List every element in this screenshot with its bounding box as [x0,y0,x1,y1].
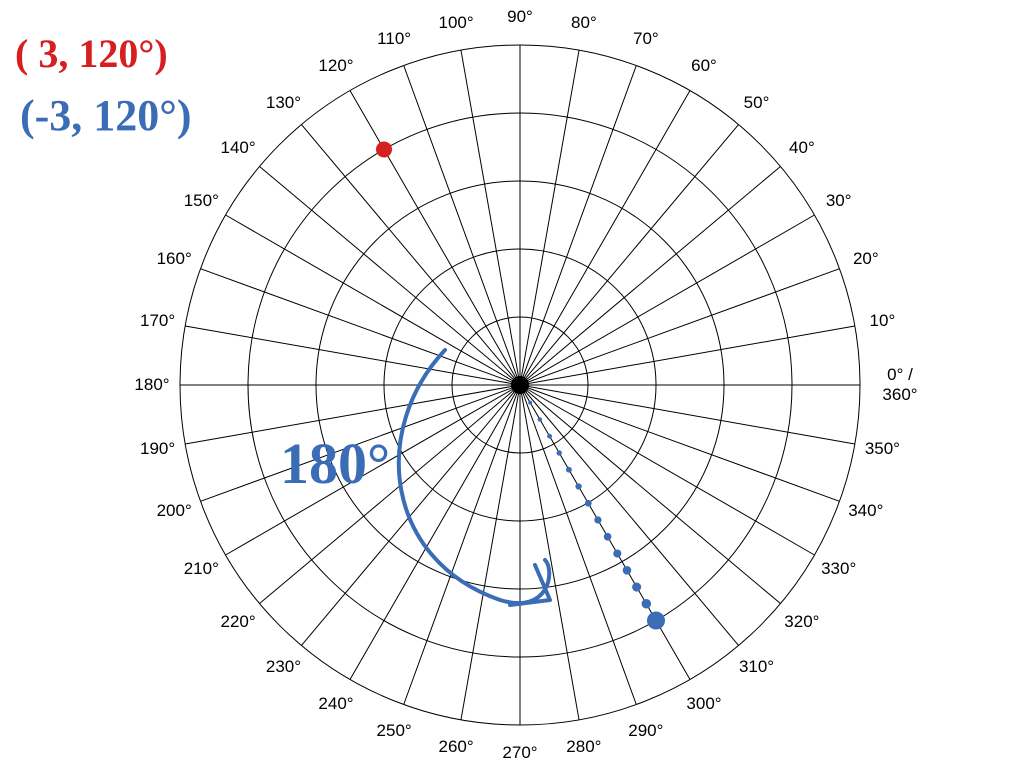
angle-label-270: 270° [502,743,537,763]
angle-label-190: 190° [140,439,175,459]
angle-label-260: 260° [439,737,474,757]
dotted-ray-dot [538,417,542,421]
dotted-ray-dot [623,566,632,575]
angle-label-280: 280° [566,737,601,757]
angle-label-0: 0° / 360° [882,365,917,405]
dotted-ray-dot [575,483,581,489]
dotted-ray-dot [547,434,552,439]
dotted-ray-dot [632,582,641,591]
angle-label-250: 250° [377,721,412,741]
angle-label-340: 340° [848,501,883,521]
annotation-blue-coord: (-3, 120°) [20,90,192,141]
angle-label-130: 130° [266,93,301,113]
angle-label-80: 80° [571,13,597,33]
angle-label-200: 200° [157,501,192,521]
dotted-ray-dot [594,516,601,523]
polar-chart: ( 3, 120°) (-3, 120°) 180° 0° / 360° 10° 2… [0,0,1024,768]
angle-label-70: 70° [633,29,659,49]
dotted-ray-dot [651,616,661,626]
angle-label-100: 100° [439,13,474,33]
angle-label-310: 310° [739,657,774,677]
dotted-ray-dot [642,599,652,609]
angle-label-90: 90° [507,7,533,27]
angle-label-330: 330° [821,559,856,579]
angle-label-110: 110° [377,29,411,49]
angle-label-240: 240° [318,694,353,714]
angle-label-320: 320° [784,612,819,632]
angle-label-40: 40° [789,138,815,158]
angle-label-160: 160° [157,249,192,269]
angle-label-30: 30° [826,191,852,211]
angle-label-20: 20° [853,249,879,269]
angle-label-220: 220° [221,612,256,632]
red-point [376,141,392,157]
angle-label-180: 180° [134,375,169,395]
angle-label-170: 170° [140,311,175,331]
angle-label-300: 300° [686,694,721,714]
center-dot [511,376,529,394]
angle-label-290: 290° [628,721,663,741]
angle-label-60: 60° [691,56,717,76]
dotted-ray-dot [604,533,612,541]
angle-label-350: 350° [865,439,900,459]
dotted-ray-dot [585,500,592,507]
angle-label-120: 120° [318,56,353,76]
angle-label-230: 230° [266,657,301,677]
angle-label-150: 150° [184,191,219,211]
dotted-ray-dot [566,467,572,473]
dotted-ray-dot [557,450,562,455]
angle-label-210: 210° [184,559,219,579]
annotation-red-coord: ( 3, 120°) [15,30,168,77]
angle-label-10: 10° [870,311,896,331]
annotation-180: 180° [280,430,390,497]
angle-label-140: 140° [221,138,256,158]
dotted-ray-dot [528,401,532,405]
dotted-ray-dot [613,549,621,557]
angle-label-50: 50° [744,93,770,113]
